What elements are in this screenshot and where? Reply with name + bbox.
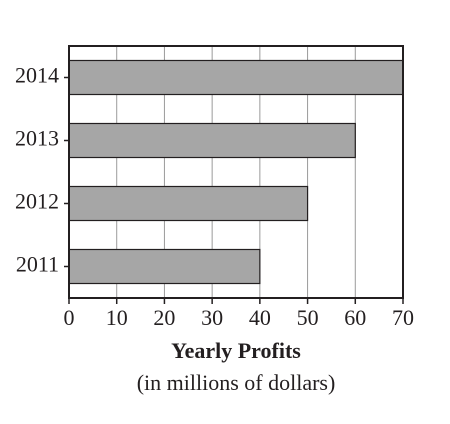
- plot-frame: [68, 45, 404, 299]
- y-tick-label: 2011: [16, 252, 59, 277]
- x-tick-label: 60: [344, 305, 366, 330]
- x-axis-label-note: (in millions of dollars): [137, 370, 336, 395]
- x-tick-label: 50: [297, 305, 319, 330]
- x-tick-label: 0: [64, 305, 75, 330]
- x-axis-label: Yearly Profits: [171, 338, 301, 363]
- x-tick-label: 70: [392, 305, 414, 330]
- x-tick-label: 20: [153, 305, 175, 330]
- bar: [68, 185, 309, 222]
- x-tick-label: 30: [201, 305, 223, 330]
- y-tick-label: 2013: [15, 126, 59, 151]
- bar: [68, 248, 261, 285]
- x-tick-label: 10: [106, 305, 128, 330]
- y-tick-label: 2012: [15, 189, 59, 214]
- bar: [68, 122, 356, 159]
- y-tick-label: 2014: [15, 63, 59, 88]
- bar: [68, 59, 404, 96]
- x-tick-label: 40: [249, 305, 271, 330]
